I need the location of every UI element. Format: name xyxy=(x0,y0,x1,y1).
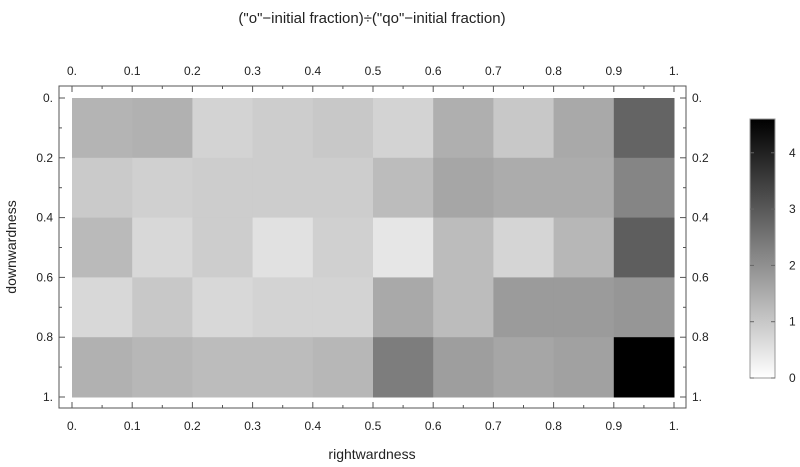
y-tick-label-right: 1. xyxy=(692,390,702,404)
colorbar-tick-label: 0 xyxy=(789,371,796,385)
x-tick-label-bottom: 0.5 xyxy=(365,419,382,433)
heatmap-cell xyxy=(72,277,133,338)
y-tick-label-right: 0. xyxy=(692,91,702,105)
heatmap-cell xyxy=(132,98,193,159)
heatmap-cell xyxy=(433,277,494,338)
heatmap-cell xyxy=(132,157,193,219)
heatmap-cell xyxy=(373,157,434,219)
colorbar-tick-label: 1 xyxy=(789,315,796,329)
heatmap-cell xyxy=(252,217,314,278)
colorbar-tick-label: 4 xyxy=(789,146,796,160)
heatmap-cell xyxy=(72,337,133,398)
y-tick-label-left: 0.8 xyxy=(36,330,53,344)
heatmap-cell xyxy=(613,277,675,338)
heatmap-cell xyxy=(613,337,675,398)
heatmap-cell xyxy=(312,217,374,278)
heatmap-cell xyxy=(72,217,133,278)
x-tick-label-top: 0.5 xyxy=(365,64,382,78)
y-tick-label-left: 0.6 xyxy=(36,270,53,284)
heatmap-cell xyxy=(613,217,675,278)
heatmap-cell xyxy=(553,98,615,159)
heatmap-cell xyxy=(553,217,615,278)
y-tick-label-left: 0.2 xyxy=(36,151,53,165)
x-axis-label: rightwardness xyxy=(328,446,415,462)
heatmap-cell xyxy=(192,217,254,278)
heatmap-cell xyxy=(613,157,675,219)
heatmap-cell xyxy=(252,98,314,159)
heatmap-cell xyxy=(373,337,434,398)
x-tick-label-top: 0.4 xyxy=(304,64,321,78)
heatmap-cell xyxy=(553,157,615,219)
y-tick-label-left: 1. xyxy=(43,390,53,404)
x-tick-label-top: 0.6 xyxy=(425,64,442,78)
heatmap-cell xyxy=(433,157,494,219)
heatmap-cell xyxy=(493,337,555,398)
x-tick-label-bottom: 1. xyxy=(669,419,679,433)
y-tick-label-right: 0.8 xyxy=(692,330,709,344)
heatmap-cell xyxy=(433,217,494,278)
x-tick-label-top: 0.3 xyxy=(244,64,261,78)
heatmap-cell xyxy=(252,277,314,338)
x-tick-label-top: 0.7 xyxy=(485,64,502,78)
y-axis-label: downwardness xyxy=(3,200,19,293)
colorbar xyxy=(749,118,776,379)
x-tick-label-bottom: 0.1 xyxy=(124,419,141,433)
heatmap-cell xyxy=(493,157,555,219)
heatmap-cell xyxy=(312,277,374,338)
x-tick-label-top: 0.1 xyxy=(124,64,141,78)
x-tick-label-top: 0.8 xyxy=(545,64,562,78)
x-tick-label-bottom: 0.7 xyxy=(485,419,502,433)
y-tick-label-left: 0.4 xyxy=(36,211,53,225)
y-tick-label-right: 0.2 xyxy=(692,151,709,165)
heatmap-cell xyxy=(312,337,374,398)
heatmap-cell xyxy=(312,157,374,219)
colorbar-tick-label: 2 xyxy=(789,258,796,272)
heatmap-cell xyxy=(373,277,434,338)
heatmap-cell xyxy=(192,157,254,219)
heatmap-cell xyxy=(373,217,434,278)
heatmap-cell xyxy=(72,98,133,159)
x-tick-label-bottom: 0.9 xyxy=(605,419,622,433)
x-tick-label-top: 0. xyxy=(67,64,77,78)
heatmap-cell xyxy=(252,157,314,219)
x-tick-label-top: 0.2 xyxy=(184,64,201,78)
heatmap-cell xyxy=(493,217,555,278)
heatmap-cell xyxy=(192,337,254,398)
heatmap-cell xyxy=(433,337,494,398)
heatmap-cell xyxy=(252,337,314,398)
y-tick-label-right: 0.4 xyxy=(692,211,709,225)
heatmap-cell xyxy=(72,157,133,219)
heatmap-cell xyxy=(373,98,434,159)
x-tick-label-bottom: 0.4 xyxy=(304,419,321,433)
y-tick-label-left: 0. xyxy=(43,91,53,105)
x-tick-label-bottom: 0.8 xyxy=(545,419,562,433)
heatmap-cell xyxy=(553,337,615,398)
heatmap-cell xyxy=(192,98,254,159)
chart-title: ("o"−initial fraction)÷("qo"−initial fra… xyxy=(238,10,505,27)
y-tick-label-right: 0.6 xyxy=(692,270,709,284)
heatmap-cell xyxy=(493,98,555,159)
colorbar-tick-label: 3 xyxy=(789,202,796,216)
heatmap-cell xyxy=(312,98,374,159)
x-tick-label-bottom: 0.6 xyxy=(425,419,442,433)
heatmap-cell xyxy=(132,277,193,338)
x-tick-label-bottom: 0. xyxy=(67,419,77,433)
heatmap-cell xyxy=(192,277,254,338)
heatmap-cell xyxy=(613,98,675,159)
heatmap-cell xyxy=(493,277,555,338)
heatmap-cell xyxy=(132,217,193,278)
x-tick-label-bottom: 0.3 xyxy=(244,419,261,433)
x-tick-label-top: 1. xyxy=(669,64,679,78)
heatmap-cell xyxy=(433,98,494,159)
heatmap-cell xyxy=(553,277,615,338)
x-tick-label-bottom: 0.2 xyxy=(184,419,201,433)
x-tick-label-top: 0.9 xyxy=(605,64,622,78)
heatmap-cell xyxy=(132,337,193,398)
